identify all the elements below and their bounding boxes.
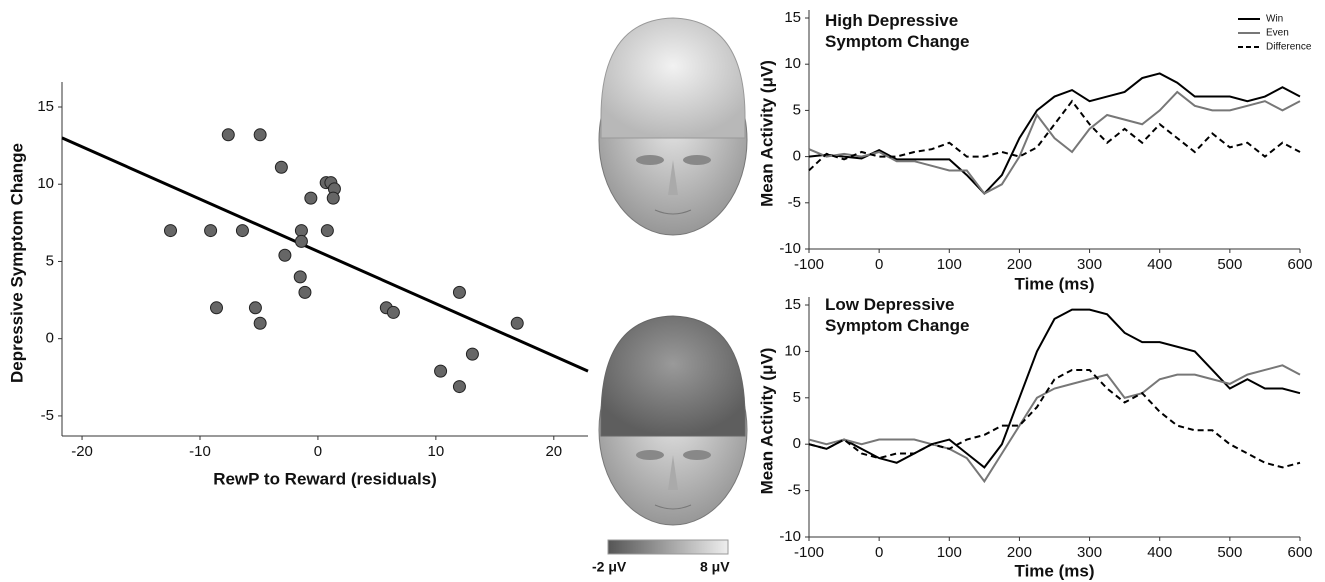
point [466, 348, 478, 360]
x-tick-label: 300 [1077, 256, 1102, 273]
x-tick-label: -100 [794, 544, 824, 561]
x-tick-label: 0 [875, 544, 883, 561]
point [299, 286, 311, 298]
point [387, 306, 399, 318]
x-tick-label: 10 [428, 443, 445, 460]
y-axis-label: Mean Activity (μV) [757, 348, 776, 495]
y-tick-label: 5 [793, 101, 801, 118]
y-axis-label: Mean Activity (μV) [757, 60, 776, 207]
point [165, 225, 177, 237]
x-tick-label: 100 [937, 544, 962, 561]
chart-title: High Depressive Symptom Change [825, 10, 1025, 52]
point [275, 161, 287, 173]
point [205, 225, 217, 237]
point [222, 129, 234, 141]
x-tick-label: 400 [1147, 544, 1172, 561]
point [435, 365, 447, 377]
x-tick-label: 0 [314, 443, 322, 460]
point [210, 302, 222, 314]
y-tick-label: 0 [46, 330, 54, 347]
point [236, 225, 248, 237]
y-tick-label: 5 [793, 389, 801, 406]
point [453, 381, 465, 393]
y-tick-label: 10 [784, 342, 801, 359]
x-tick-label: -20 [71, 443, 93, 460]
y-tick-label: 15 [784, 296, 801, 313]
figure: -2 μV 8 μV -5051015-20-1001020RewP to Re… [0, 0, 1325, 582]
y-axis-label: Depressive Symptom Change [7, 143, 26, 383]
line-series [809, 73, 1300, 193]
head-bottom [599, 316, 747, 525]
y-tick-label: -10 [779, 240, 801, 257]
point [305, 192, 317, 204]
x-axis-label: Time (ms) [1015, 274, 1095, 293]
head-top [599, 18, 747, 235]
x-tick-label: 20 [545, 443, 562, 460]
x-tick-label: 200 [1007, 544, 1032, 561]
x-tick-label: 500 [1217, 256, 1242, 273]
x-tick-label: 600 [1287, 544, 1312, 561]
x-tick-label: 0 [875, 256, 883, 273]
x-tick-label: 200 [1007, 256, 1032, 273]
colorbar-label: 8 μV [700, 559, 730, 575]
point [279, 249, 291, 261]
point [327, 192, 339, 204]
y-tick-label: -5 [41, 407, 54, 424]
y-tick-label: 5 [46, 252, 54, 269]
colorbar [608, 540, 728, 554]
y-tick-label: -5 [788, 482, 801, 499]
point [295, 225, 307, 237]
legend-label: Even [1266, 28, 1289, 39]
point [453, 286, 465, 298]
chart: -2 μV 8 μV -5051015-20-1001020RewP to Re… [0, 0, 1325, 582]
line-series [809, 101, 1300, 170]
x-tick-label: 500 [1217, 544, 1242, 561]
y-tick-label: 15 [784, 9, 801, 26]
y-tick-label: 0 [793, 148, 801, 165]
chart-title: Low Depressive Symptom Change [825, 294, 1025, 336]
x-tick-label: 400 [1147, 256, 1172, 273]
y-tick-label: 15 [37, 98, 54, 115]
y-tick-label: -5 [788, 194, 801, 211]
y-tick-label: 0 [793, 435, 801, 452]
y-tick-label: 10 [37, 175, 54, 192]
x-axis-label: RewP to Reward (residuals) [213, 469, 437, 488]
x-tick-label: -100 [794, 256, 824, 273]
legend-label: Difference [1266, 42, 1312, 53]
legend-label: Win [1266, 14, 1283, 25]
y-tick-label: -10 [779, 528, 801, 545]
y-tick-label: 10 [784, 55, 801, 72]
line-series [809, 365, 1300, 481]
point [254, 317, 266, 329]
x-tick-label: -10 [189, 443, 211, 460]
point [294, 271, 306, 283]
x-tick-label: 600 [1287, 256, 1312, 273]
point [295, 235, 307, 247]
point [511, 317, 523, 329]
x-tick-label: 100 [937, 256, 962, 273]
x-tick-label: 300 [1077, 544, 1102, 561]
colorbar-label: -2 μV [592, 559, 627, 575]
fit-line [62, 138, 588, 371]
point [254, 129, 266, 141]
line-series [809, 92, 1300, 194]
point [321, 225, 333, 237]
x-axis-label: Time (ms) [1015, 561, 1095, 580]
point [249, 302, 261, 314]
